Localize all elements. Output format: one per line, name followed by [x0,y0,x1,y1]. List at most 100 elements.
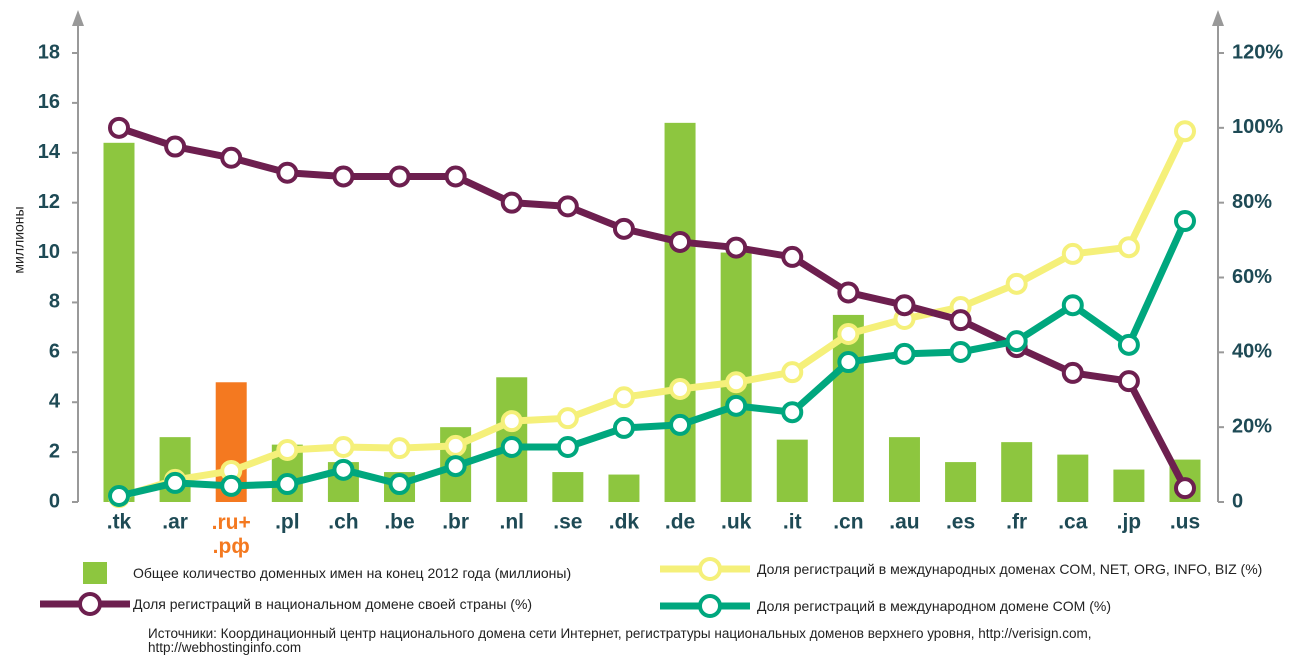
bar [552,472,584,502]
x-tick-label: .jp [1117,511,1142,534]
marker [500,191,523,214]
x-tick-label: .ca [1058,511,1088,534]
legend-label: Доля регистраций в национальном домене с… [133,596,533,612]
marker [1117,370,1140,393]
x-tick-label: .br [442,511,469,534]
marker [444,434,467,457]
y2-tick-label: 0 [1232,490,1243,512]
marker [612,217,635,240]
marker [837,281,860,304]
y-axis-label: миллионы [11,206,27,273]
bar [1001,442,1033,502]
bar [776,439,808,502]
y2-tick-label: 80% [1232,191,1272,213]
marker [669,230,692,253]
x-tick-label: .dk [609,511,640,534]
marker [669,378,692,401]
line [117,124,1189,490]
x-tick-label: .ch [328,511,358,534]
y-tick-label: 2 [49,440,60,462]
x-tick-label: .au [889,511,919,534]
marker [556,195,579,218]
x-tick-label: .cn [833,511,863,534]
y2-tick-label: 100% [1232,116,1283,138]
marker [500,410,523,433]
y-tick-label: 18 [38,41,60,63]
marker [276,438,299,461]
x-tick-label: .uk [721,511,752,534]
marker [444,455,467,478]
bar [664,122,696,502]
marker [781,361,804,384]
y-axis-arrow [72,10,84,26]
bar [888,437,920,502]
marker [893,342,916,365]
y2-tick-label: 20% [1232,415,1272,437]
marker [612,416,635,439]
legend-label: Доля регистраций в международном домене … [757,598,1111,614]
marker [108,485,130,508]
legend-marker [698,557,722,581]
marker [612,386,635,409]
y2-axis-arrow [1212,10,1224,26]
bar [103,142,135,503]
bar [1113,469,1145,502]
marker [220,146,243,169]
marker [556,407,579,430]
marker [332,435,355,458]
legend-label: Доля регистраций в международных доменах… [757,561,1263,577]
marker [725,371,748,394]
bar [832,314,864,502]
marker [1117,236,1140,259]
marker [444,165,467,188]
marker [781,245,804,268]
x-tick-label: .fr [1006,511,1027,534]
y-tick-label: 6 [49,341,60,363]
marker [556,435,579,458]
marker [276,161,299,184]
legend-swatch [83,562,107,584]
y-tick-label: 14 [38,141,61,163]
y-tick-label: 16 [38,91,60,113]
y2-tick-label: 120% [1232,41,1283,63]
marker [1174,210,1196,233]
marker [164,135,187,158]
x-tick-label: .ar [162,511,188,534]
x-tick-label: .pl [275,511,300,534]
marker [1061,361,1084,384]
legend-marker [698,594,722,618]
y2-tick-label: 60% [1232,266,1272,288]
x-tick-label: .be [384,511,414,534]
marker [388,165,411,188]
marker [220,474,243,497]
marker [949,309,972,332]
bar [608,474,640,502]
marker [949,340,972,363]
bar [945,462,977,502]
marker [893,294,916,317]
bar [1057,454,1089,502]
x-tick-label: .tk [107,511,132,534]
marker [1174,120,1196,143]
marker [388,437,411,460]
x-tick-label: .es [946,511,975,534]
marker [500,435,523,458]
x-tick-label: .se [553,511,582,534]
marker [332,165,355,188]
x-tick-label: .ru+ .рф [212,511,251,558]
y-tick-label: 8 [49,291,60,313]
x-tick-label: .nl [499,511,524,534]
marker [164,471,187,494]
marker [1174,477,1196,500]
x-tick-label: .de [665,511,695,534]
marker [837,322,860,345]
y-tick-label: 10 [38,241,60,263]
marker [388,473,411,496]
marker [1005,330,1028,353]
x-tick-label: .it [783,511,802,534]
y-tick-label: 12 [38,191,60,213]
legend-label: Общее количество доменных имен на конец … [133,565,572,581]
marker [725,236,748,259]
marker [669,413,692,436]
